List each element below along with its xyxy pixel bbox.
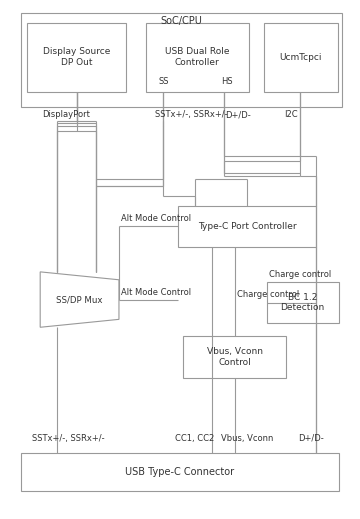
Text: SS/DP Mux: SS/DP Mux [56,295,103,304]
Text: Alt Mode Control: Alt Mode Control [121,288,191,296]
Text: DisplayPort: DisplayPort [42,110,90,119]
Bar [145,22,249,92]
Text: HS: HS [221,77,233,87]
Bar [183,336,286,378]
Text: Alt Mode Control: Alt Mode Control [121,214,191,223]
Text: UcmTcpci: UcmTcpci [279,53,322,62]
Bar [264,22,338,92]
Text: SSTx+/-, SSRx+/-: SSTx+/-, SSRx+/- [156,110,228,119]
Bar [27,22,126,92]
Bar [21,12,342,106]
Text: I2C: I2C [284,110,298,119]
Text: SSTx+/-, SSRx+/-: SSTx+/-, SSRx+/- [32,433,105,443]
Text: USB Dual Role
Controller: USB Dual Role Controller [165,48,229,67]
Text: CC1, CC2: CC1, CC2 [175,433,214,443]
Polygon shape [40,272,119,327]
Text: Type-C Port Controller: Type-C Port Controller [198,222,296,231]
Text: Charge control: Charge control [237,290,299,299]
Text: SS: SS [158,77,168,87]
Bar [267,282,338,323]
Text: Display Source
DP Out: Display Source DP Out [43,48,110,67]
Text: SoC/CPU: SoC/CPU [161,16,202,25]
Bar [178,206,316,247]
Text: BC 1.2
Detection: BC 1.2 Detection [280,293,325,312]
Text: Vbus, Vconn
Control: Vbus, Vconn Control [207,347,263,366]
Text: D+/D-: D+/D- [225,110,251,119]
Text: D+/D-: D+/D- [298,433,324,443]
Text: Charge control: Charge control [269,270,331,279]
Text: Vbus, Vconn: Vbus, Vconn [221,433,274,443]
Text: USB Type-C Connector: USB Type-C Connector [125,467,234,477]
Bar [21,453,338,490]
